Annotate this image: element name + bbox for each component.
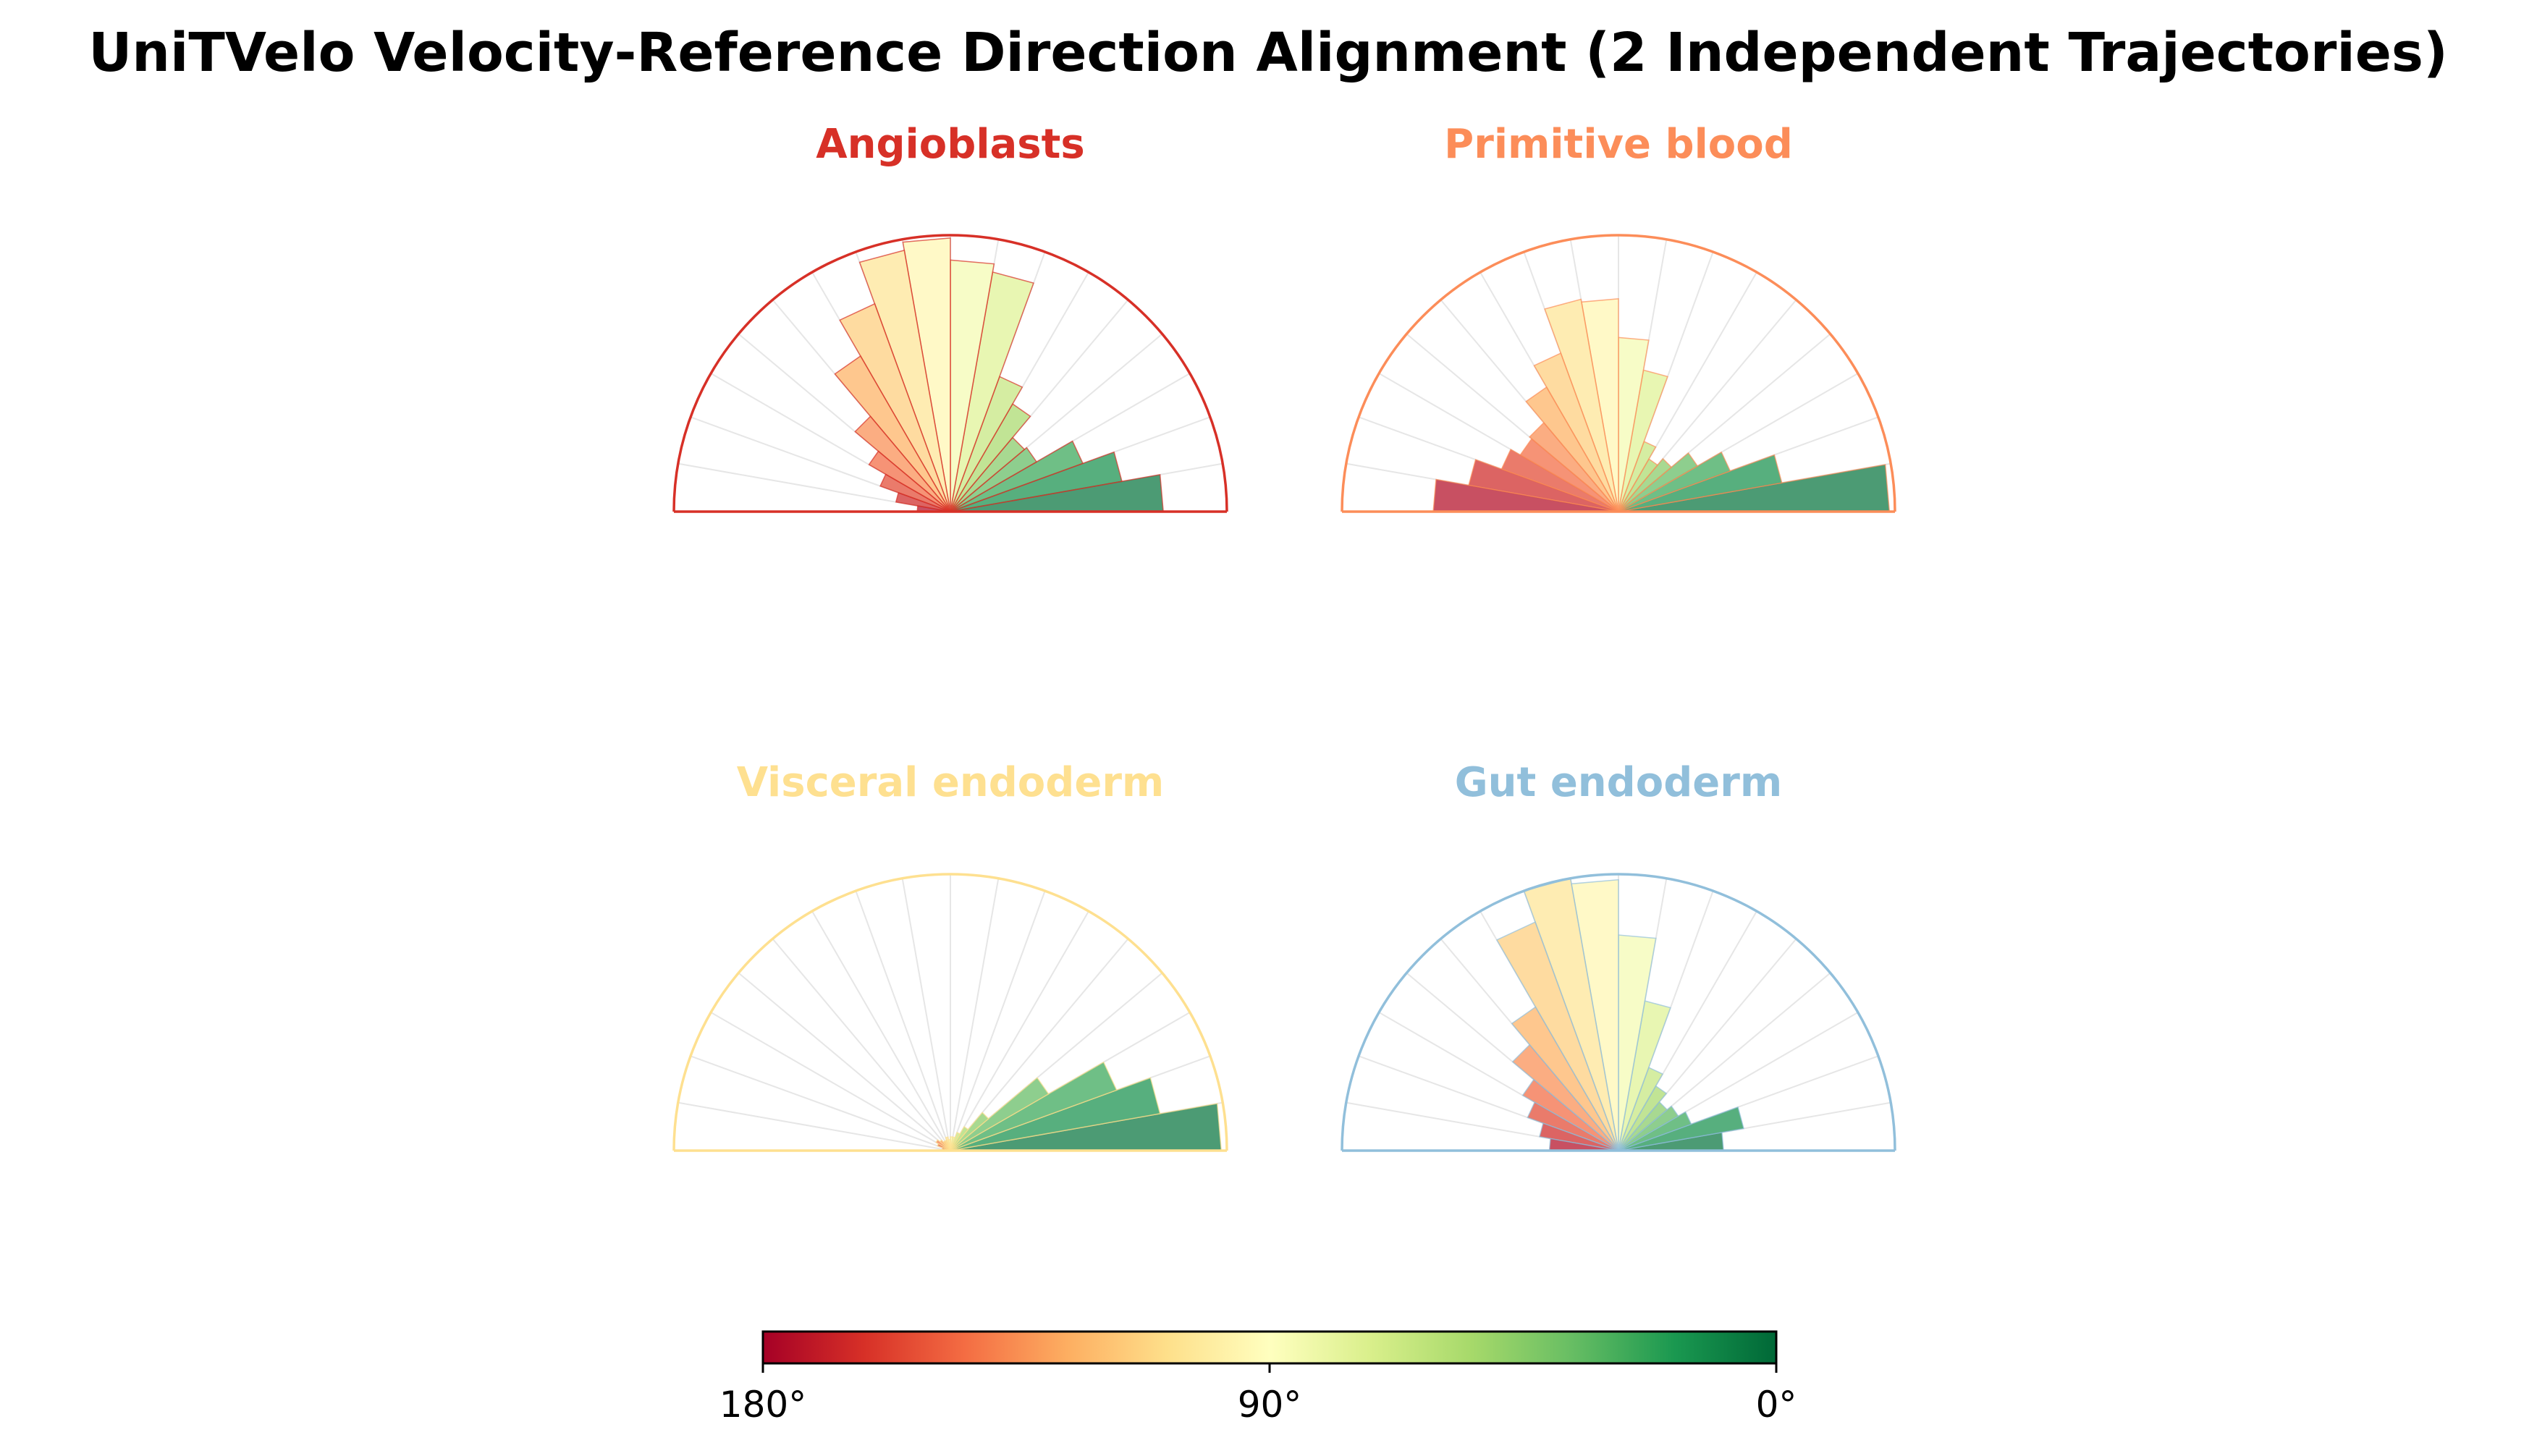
panel-plot-visceral-endoderm [672,873,1228,1152]
panel-title-gut-endoderm: Gut endoderm [1455,759,1783,806]
chart-title: UniTVelo Velocity-Reference Direction Al… [88,22,2448,84]
grid-ray [690,1055,951,1151]
panel-plot-angioblasts [672,234,1228,513]
colorbar-gradient [761,1330,1778,1365]
polar-frame-arc [1341,234,1896,512]
colorbar-tick-label-90: 90° [1238,1384,1302,1426]
panel-plot-gut-endoderm [1341,873,1896,1152]
polar-frame-arc [1341,873,1896,1151]
colorbar: 180° 90° 0° [719,1330,1797,1426]
panel-gut-endoderm: Gut endoderm [1341,759,1896,1152]
panel-primitive-blood: Primitive blood [1341,121,1896,513]
grid-ray [677,1101,951,1151]
grid-ray [950,910,1089,1151]
panel-plot-primitive-blood [1341,234,1896,513]
polar-bar [950,1077,1050,1151]
grid-ray [738,972,951,1151]
colorbar-tick-label-0: 0° [1756,1384,1797,1426]
panel-title-angioblasts: Angioblasts [816,121,1084,168]
panel-angioblasts: Angioblasts [672,121,1228,513]
panel-title-visceral-endoderm: Visceral endoderm [737,759,1165,806]
grid-ray [811,910,951,1151]
grid-ray [901,878,951,1151]
panel-title-primitive-blood: Primitive blood [1444,121,1793,168]
polar-frame-arc [672,234,1228,512]
grid-ray [772,938,951,1151]
grid-ray [950,878,1000,1151]
grid-ray [950,890,1046,1151]
polar-frame-arc [672,873,1228,1151]
panel-visceral-endoderm: Visceral endoderm [672,759,1228,1152]
colorbar-tick-label-180: 180° [719,1384,806,1426]
grid-ray [710,1012,951,1151]
grid-ray [855,890,951,1151]
